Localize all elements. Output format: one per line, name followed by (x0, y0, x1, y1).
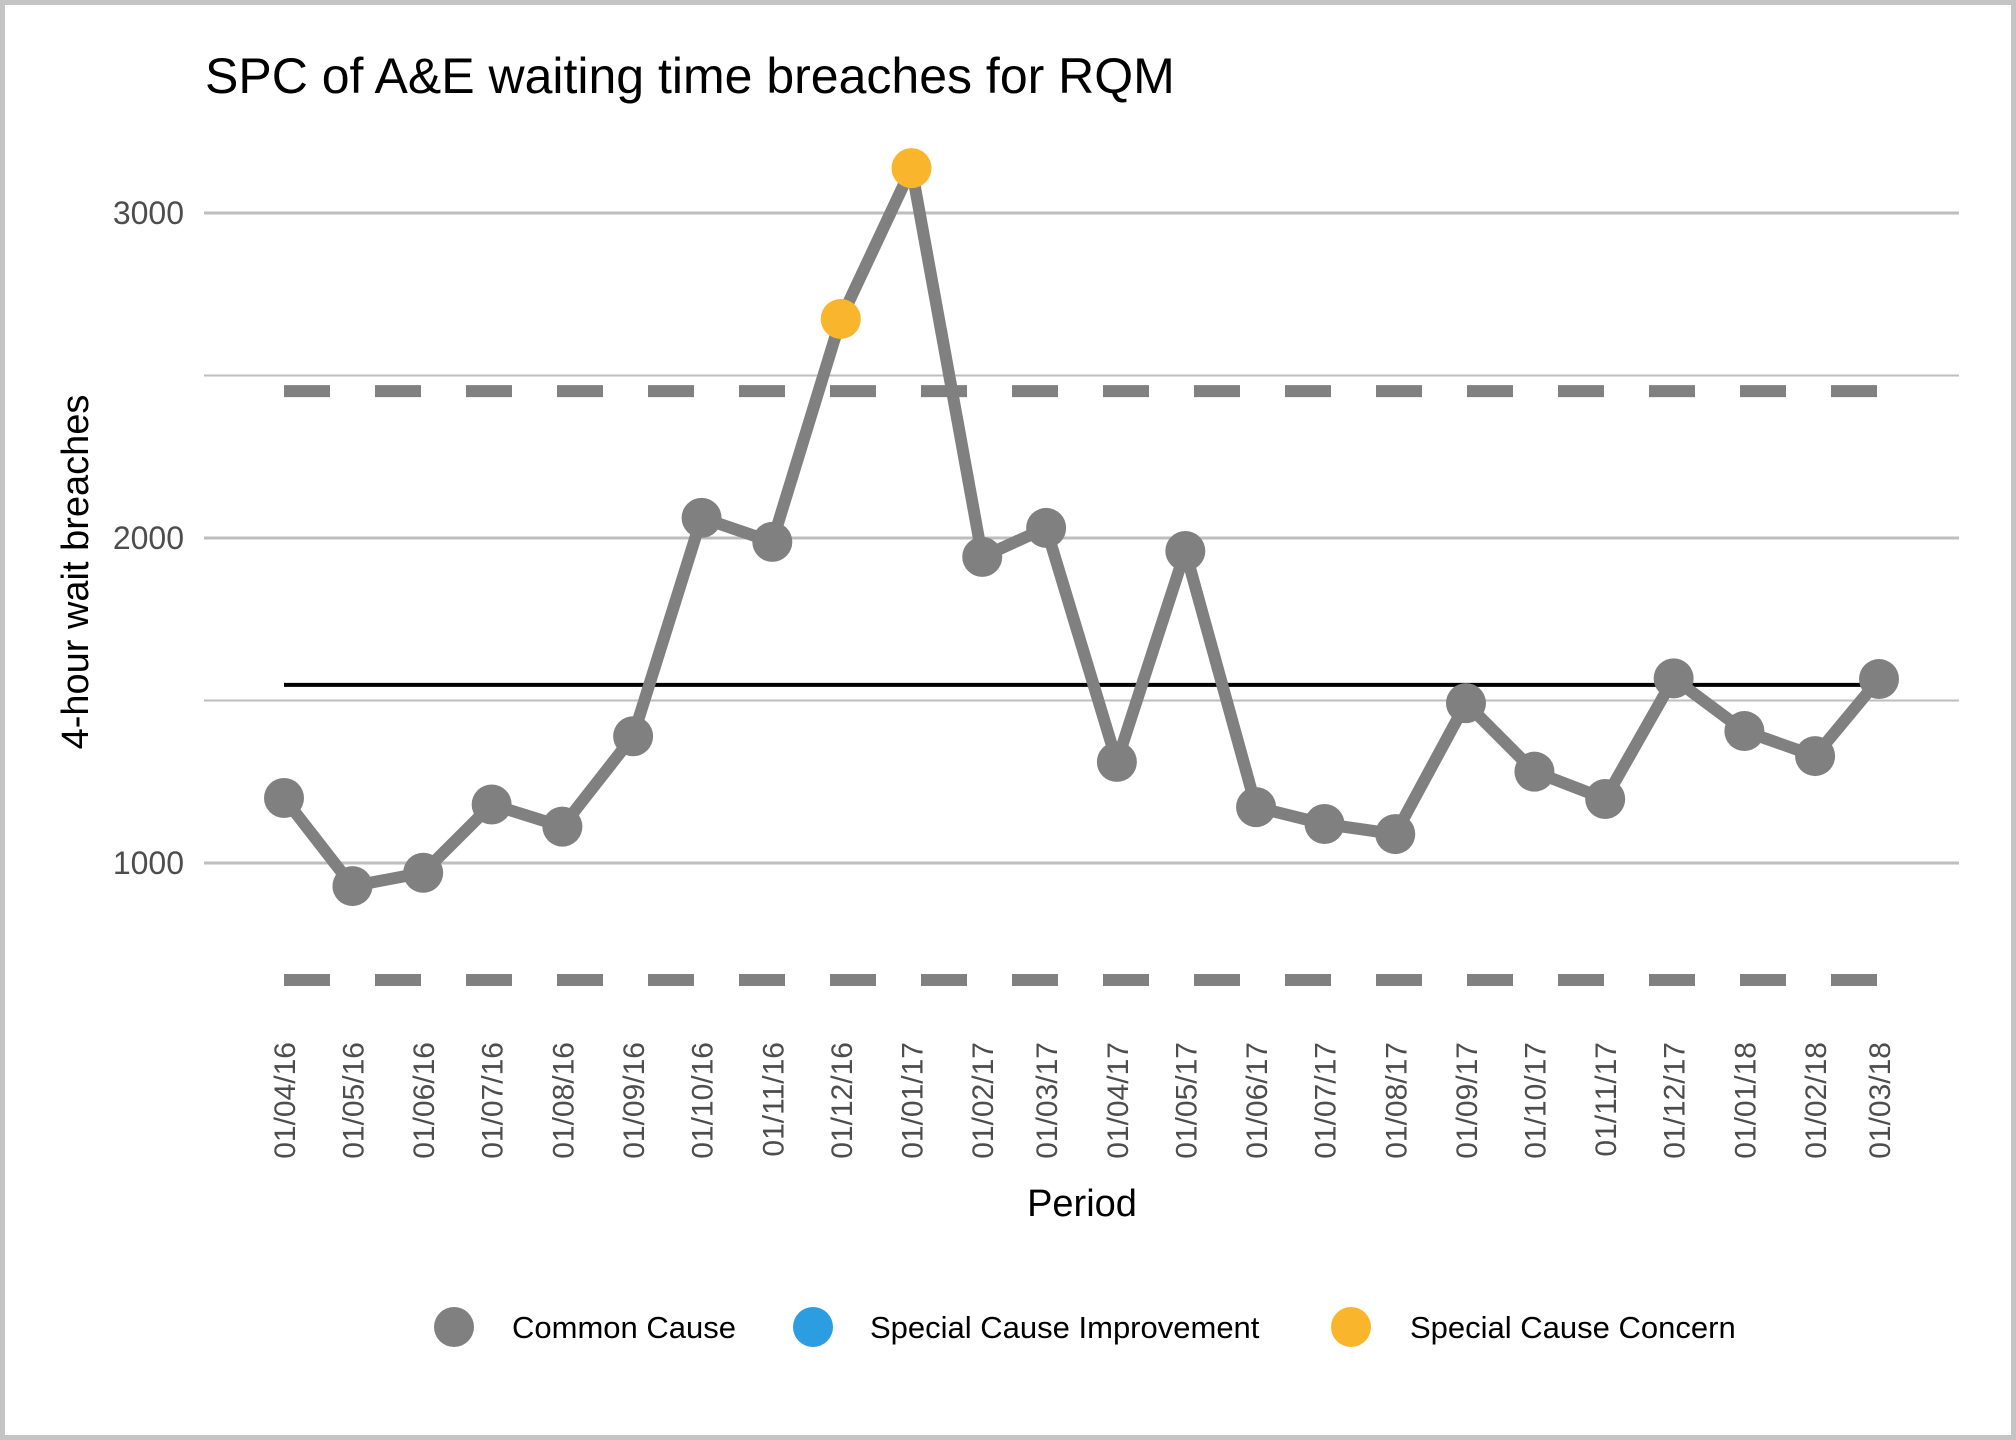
gridlines (204, 211, 1959, 865)
x-axis-ticks: 01/04/16 01/05/16 01/06/16 01/07/16 01/08/16… (269, 1042, 1897, 1159)
x-tick-label: 01/04/17 (1102, 1042, 1135, 1159)
y-tick-label: 1000 (113, 845, 184, 881)
x-tick-label: 01/10/16 (687, 1042, 720, 1159)
data-point (1096, 741, 1137, 782)
x-tick-label: 01/06/17 (1241, 1042, 1274, 1159)
x-tick-label: 01/03/17 (1031, 1042, 1064, 1159)
data-point (1514, 751, 1555, 792)
data-point (332, 866, 373, 907)
x-tick-label: 01/05/17 (1170, 1042, 1203, 1159)
x-tick-label: 01/12/17 (1659, 1042, 1692, 1159)
data-point (1236, 787, 1277, 828)
data-point (1375, 814, 1416, 855)
x-tick-label: 01/09/16 (618, 1042, 651, 1159)
data-point (1585, 778, 1626, 819)
data-point (264, 778, 304, 818)
x-tick-label: 01/08/17 (1380, 1042, 1413, 1159)
x-tick-label: 01/05/16 (337, 1042, 370, 1159)
data-point (403, 852, 444, 893)
y-axis-ticks: 1000 2000 3000 (113, 195, 184, 881)
x-tick-label: 01/03/18 (1864, 1042, 1897, 1159)
legend-label: Common Cause (512, 1310, 736, 1345)
x-tick-label: 01/02/17 (967, 1042, 1000, 1159)
data-point (752, 521, 793, 562)
legend-item-improvement: Special Cause Improvement (793, 1307, 1260, 1347)
x-tick-label: 01/07/17 (1310, 1042, 1343, 1159)
legend-label: Special Cause Concern (1410, 1310, 1736, 1345)
data-point (613, 716, 654, 757)
x-tick-label: 01/11/17 (1590, 1042, 1623, 1157)
legend-key-icon (434, 1307, 474, 1347)
x-tick-label: 01/08/16 (547, 1042, 580, 1159)
data-point (1026, 507, 1067, 548)
data-point (1165, 531, 1206, 571)
data-point (1859, 659, 1899, 700)
data-point (891, 148, 932, 189)
y-tick-label: 2000 (113, 520, 184, 556)
legend-key-icon (1331, 1307, 1371, 1347)
legend-label: Special Cause Improvement (870, 1310, 1260, 1345)
x-tick-label: 01/02/18 (1800, 1042, 1833, 1159)
x-axis-title: Period (1027, 1183, 1137, 1225)
data-point (820, 298, 861, 339)
data-point (1795, 736, 1836, 777)
data-point (542, 806, 583, 847)
data-point (1724, 711, 1765, 752)
data-point (471, 784, 512, 825)
data-point (1304, 804, 1345, 844)
legend-key-icon (793, 1307, 833, 1347)
data-point (1445, 683, 1486, 724)
x-tick-label: 01/04/16 (269, 1042, 302, 1159)
legend-item-common: Common Cause (434, 1307, 736, 1347)
control-limits (284, 385, 1879, 986)
data-series (264, 148, 1899, 907)
series-line (279, 162, 1884, 893)
chart-title: SPC of A&E waiting time breaches for RQM (205, 48, 1175, 104)
x-tick-label: 01/11/16 (757, 1042, 790, 1157)
x-tick-label: 01/01/17 (897, 1042, 930, 1159)
x-tick-label: 01/01/18 (1729, 1042, 1762, 1159)
x-tick-label: 01/07/16 (477, 1042, 510, 1159)
legend: Common Cause Special Cause Improvement Spe… (434, 1307, 1736, 1347)
x-tick-label: 01/09/17 (1451, 1042, 1484, 1159)
x-tick-label: 01/10/17 (1519, 1042, 1552, 1159)
data-point (681, 497, 722, 538)
data-point (962, 536, 1003, 577)
x-tick-label: 01/06/16 (408, 1042, 441, 1159)
y-axis-title: 4-hour wait breaches (55, 395, 97, 750)
x-tick-label: 01/12/16 (826, 1042, 859, 1159)
legend-item-concern: Special Cause Concern (1331, 1307, 1736, 1347)
y-tick-label: 3000 (113, 195, 184, 231)
data-point (1653, 658, 1694, 699)
